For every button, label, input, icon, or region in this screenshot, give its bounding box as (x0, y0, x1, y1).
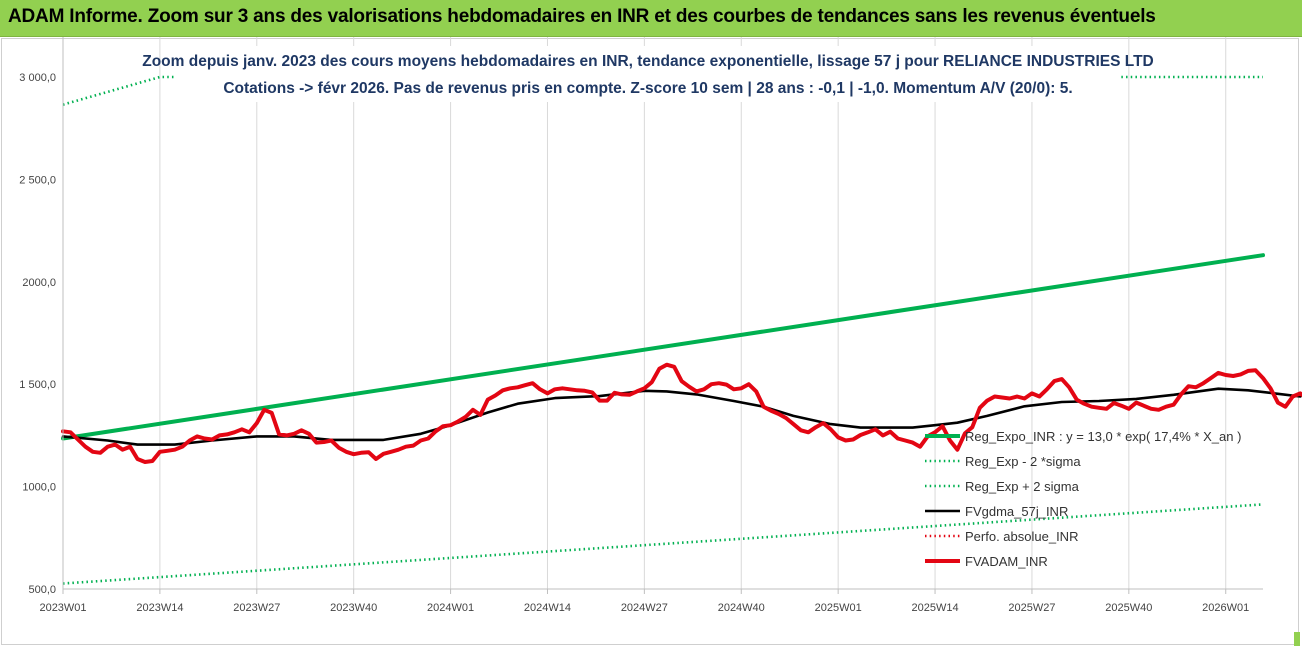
y-tick-label: 2 500,0 (19, 174, 56, 186)
legend-label-reg: Reg_Expo_INR : y = 13,0 * exp( 17,4% * X… (965, 429, 1241, 444)
x-tick-label: 2025W40 (1105, 602, 1152, 614)
chart-title-line-1: Zoom depuis janv. 2023 des cours moyens … (142, 53, 1153, 70)
series-lines (61, 75, 1302, 585)
x-tick-label: 2024W27 (621, 602, 668, 614)
series-line-lower (62, 503, 1264, 585)
x-tick-label: 2024W14 (524, 602, 571, 614)
legend: Reg_Expo_INR : y = 13,0 * exp( 17,4% * X… (925, 429, 1241, 569)
legend-label-gdma: FVgdma_57j_INR (965, 504, 1068, 519)
legend-label-adam: FVADAM_INR (965, 554, 1048, 569)
x-tick-label: 2024W40 (718, 602, 765, 614)
x-tick-label: 2025W01 (815, 602, 862, 614)
chart-title-background (176, 46, 1120, 102)
legend-label-lower: Reg_Exp - 2 *sigma (965, 454, 1081, 469)
report-banner: ADAM Informe. Zoom sur 3 ans des valoris… (0, 0, 1302, 37)
x-tick-label: 2023W14 (136, 602, 183, 614)
x-tick-label: 2026W01 (1202, 602, 1249, 614)
x-tick-label: 2024W01 (427, 602, 474, 614)
x-tick-label: 2025W27 (1008, 602, 1055, 614)
legend-label-upper: Reg_Exp + 2 sigma (965, 479, 1080, 494)
x-tick-label: 2023W40 (330, 602, 377, 614)
series-line-adam (61, 362, 1302, 464)
report-title: ADAM Informe. Zoom sur 3 ans des valoris… (8, 6, 1156, 27)
y-tick-label: 1000,0 (22, 482, 56, 494)
x-tick-label: 2023W01 (39, 602, 86, 614)
chart-title-line-2: Cotations -> févr 2026. Pas de revenus p… (223, 80, 1072, 97)
y-tick-label: 1 500,0 (19, 379, 56, 391)
x-tick-label: 2023W27 (233, 602, 280, 614)
grid-lines (62, 37, 1227, 589)
legend-label-perfo: Perfo. absolue_INR (965, 529, 1078, 544)
series-line-upper (62, 75, 1263, 106)
x-tick-label: 2025W14 (912, 602, 959, 614)
series-line-reg (61, 253, 1265, 441)
y-tick-label: 3 000,0 (19, 72, 56, 84)
axes: 2023W01 2023W14 2023W27 2023W40 2024W01 2024W… (19, 37, 1263, 614)
corner-marker (1294, 632, 1300, 646)
y-tick-label: 500,0 (28, 584, 56, 596)
y-tick-label: 2000,0 (22, 277, 56, 289)
chart-title: Zoom depuis janv. 2023 des cours moyens … (142, 46, 1154, 102)
chart-frame (1, 38, 1299, 645)
